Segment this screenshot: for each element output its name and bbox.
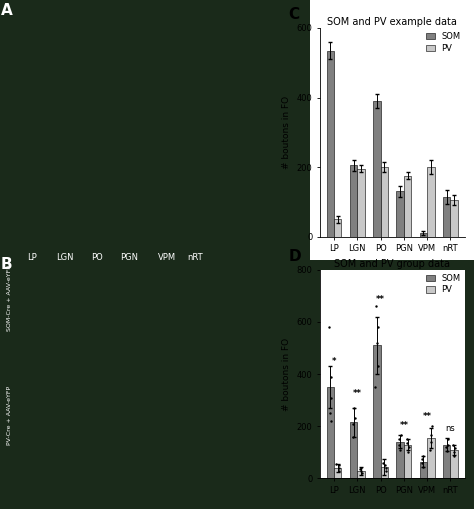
Point	[444, 447, 451, 455]
Point	[326, 409, 334, 417]
Text: **: **	[400, 421, 409, 430]
Bar	[420, 462, 427, 478]
Point	[325, 323, 333, 331]
Text: PV-Cre + AAV-eYFP: PV-Cre + AAV-eYFP	[7, 386, 12, 445]
Point	[335, 461, 342, 469]
Point	[444, 440, 452, 448]
Point	[350, 404, 358, 412]
Bar	[381, 467, 388, 478]
Point	[395, 435, 403, 443]
Bar	[450, 450, 458, 478]
Point	[328, 393, 335, 402]
Point	[374, 362, 382, 371]
Point	[328, 417, 335, 425]
Text: SOM-Cre + AAV-eYFP: SOM-Cre + AAV-eYFP	[7, 265, 12, 331]
Text: PO: PO	[91, 252, 103, 262]
Bar	[450, 200, 458, 237]
Point	[444, 435, 452, 443]
Y-axis label: # boutons in FO: # boutons in FO	[282, 96, 291, 169]
Point	[351, 414, 359, 422]
Text: *: *	[332, 357, 336, 366]
Text: LP: LP	[27, 252, 37, 262]
Point	[405, 448, 412, 457]
Point	[442, 443, 450, 451]
Text: **: **	[423, 412, 432, 421]
Point	[451, 444, 459, 453]
Point	[357, 464, 365, 472]
Point	[357, 467, 365, 475]
Bar	[396, 191, 404, 237]
Bar	[443, 444, 450, 478]
Bar	[327, 387, 334, 478]
Bar	[443, 196, 450, 237]
Text: A: A	[1, 3, 13, 17]
Bar	[404, 444, 411, 478]
Point	[419, 463, 427, 471]
Point	[428, 422, 436, 431]
Point	[419, 459, 426, 467]
Bar	[327, 50, 334, 237]
Text: LGN: LGN	[56, 252, 73, 262]
Point	[358, 469, 366, 477]
Point	[403, 439, 411, 447]
Point	[382, 464, 389, 472]
Point	[382, 467, 390, 475]
Bar	[427, 167, 435, 237]
Point	[350, 433, 357, 441]
Point	[397, 431, 404, 439]
Point	[396, 446, 404, 454]
Text: nRT: nRT	[188, 252, 203, 262]
Point	[427, 431, 435, 439]
Point	[419, 452, 427, 460]
Point	[356, 465, 364, 473]
Text: **: **	[376, 295, 385, 304]
Point	[349, 419, 357, 428]
Text: D: D	[288, 249, 301, 264]
Bar	[404, 176, 411, 237]
FancyBboxPatch shape	[310, 0, 474, 260]
Point	[327, 373, 335, 381]
Bar	[357, 471, 365, 478]
Bar	[427, 438, 435, 478]
Bar	[420, 233, 427, 237]
Text: B: B	[1, 257, 13, 272]
Text: C: C	[288, 7, 299, 22]
Point	[374, 323, 382, 331]
Point	[450, 448, 457, 457]
Point	[382, 461, 389, 469]
Bar	[357, 169, 365, 237]
Point	[395, 440, 402, 448]
Bar	[350, 422, 357, 478]
Point	[373, 302, 380, 310]
Point	[428, 438, 435, 446]
Text: PGN: PGN	[120, 252, 138, 262]
Point	[335, 464, 342, 472]
Legend: SOM, PV: SOM, PV	[426, 32, 460, 52]
Point	[372, 383, 379, 391]
Point	[449, 440, 457, 448]
Bar	[334, 219, 341, 237]
Text: ns: ns	[446, 424, 456, 433]
Bar	[373, 346, 381, 478]
Point	[380, 459, 387, 467]
Bar	[373, 101, 381, 237]
Bar	[396, 442, 404, 478]
Bar	[350, 165, 357, 237]
Legend: SOM, PV: SOM, PV	[426, 274, 460, 294]
Title: SOM and PV example data: SOM and PV example data	[328, 17, 457, 27]
Text: **: **	[353, 388, 362, 398]
Point	[403, 435, 411, 443]
Bar	[381, 167, 388, 237]
Y-axis label: # boutons in FO: # boutons in FO	[282, 337, 291, 411]
Point	[426, 446, 434, 454]
Point	[336, 467, 343, 475]
Point	[405, 443, 413, 451]
Point	[450, 452, 457, 460]
Point	[374, 339, 381, 347]
Point	[333, 460, 340, 468]
Bar	[334, 468, 341, 478]
Title: SOM and PV group data: SOM and PV group data	[334, 259, 450, 269]
Point	[419, 455, 426, 463]
Text: VPM: VPM	[158, 252, 176, 262]
